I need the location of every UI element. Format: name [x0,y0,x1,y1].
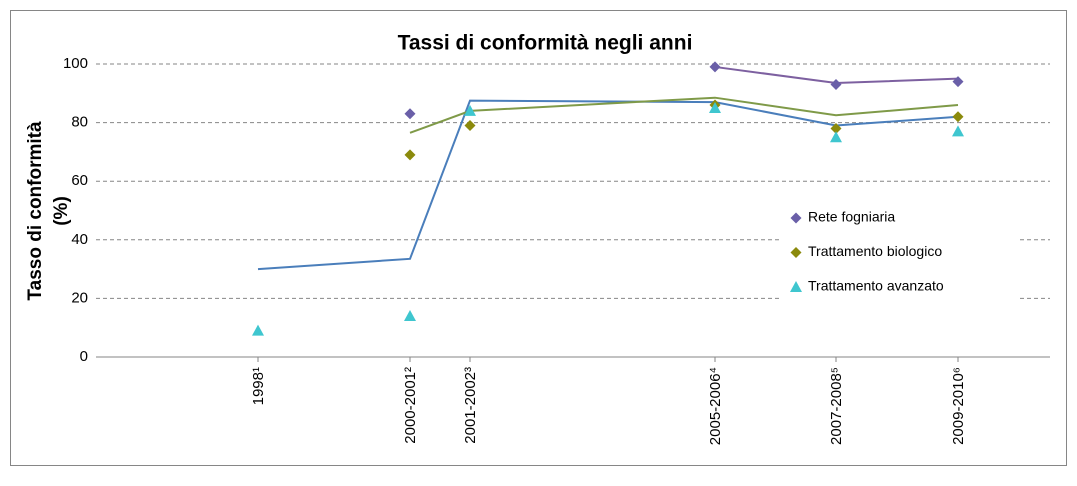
point [709,61,721,73]
y-tick-label: 0 [80,348,88,365]
line [409,96,959,134]
legend-swatch [790,212,802,224]
legend-label: Trattamento biologico [808,243,942,259]
point [709,101,721,113]
y-tick-label: 80 [71,114,88,131]
y-tick-label: 60 [71,172,88,189]
point [830,131,842,143]
point [464,104,476,116]
point [404,108,416,120]
x-tick-label: 2005-2006⁴ [707,367,724,445]
legend-label: Rete fogniaria [808,209,895,225]
legend-background [780,200,1020,306]
x-tick-label: 2007-2008⁵ [828,367,845,445]
y-axis-label: (%) [51,196,72,226]
point [830,79,842,91]
legend-swatch [790,247,802,258]
legend-label: Trattamento avanzato [808,278,944,294]
x-tick-label: 2009-2010⁶ [950,367,967,445]
y-tick-label: 20 [71,289,88,306]
point [404,309,416,321]
y-tick-label: 100 [63,55,88,72]
point [952,125,964,137]
line [257,99,959,271]
point [830,122,842,134]
point [404,149,416,161]
y-tick-label: 40 [71,231,88,248]
x-tick-label: 1998¹ [250,367,267,405]
x-tick-label: 2000-2001² [402,367,419,444]
point [464,120,476,132]
point [952,111,964,123]
point [252,324,264,336]
x-tick-label: 2001-2002³ [462,367,479,444]
y-axis-label: Tasso di conformità [25,121,46,301]
point [952,76,964,88]
legend-swatch [790,281,802,292]
chart-title: Tassi di conformità negli anni [398,32,693,55]
